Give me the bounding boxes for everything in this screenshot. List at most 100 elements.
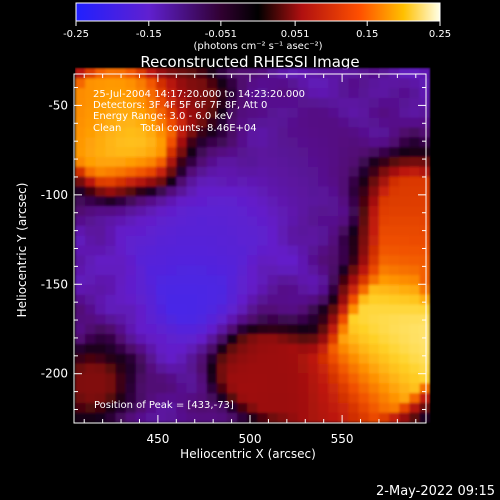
heatmap-cell — [389, 392, 400, 403]
heatmap-cell — [247, 215, 258, 226]
heatmap-cell — [186, 333, 198, 344]
heatmap-cell — [308, 392, 319, 403]
heatmap-cell — [206, 254, 218, 266]
heatmap-cell — [135, 166, 147, 177]
heatmap-cell — [378, 117, 390, 128]
heatmap-cell — [267, 264, 279, 276]
heatmap-cell — [166, 323, 177, 335]
heatmap-cell — [419, 146, 431, 157]
heatmap-cell — [277, 97, 289, 108]
heatmap-cell — [226, 362, 238, 374]
heatmap-cell — [267, 117, 279, 128]
heatmap-cell — [389, 323, 400, 335]
heatmap-cell — [115, 215, 127, 226]
heatmap-cell — [226, 294, 238, 305]
heatmap-cell — [196, 146, 208, 157]
heatmap-cell — [156, 176, 167, 187]
y-axis-label: Heliocentric Y (arcsec) — [15, 183, 29, 318]
heatmap-cell — [156, 146, 167, 157]
heatmap-cell — [308, 77, 319, 89]
heatmap-cell — [348, 176, 360, 187]
heatmap-cell — [75, 402, 86, 413]
heatmap-cell — [247, 87, 258, 98]
heatmap-cell — [368, 117, 380, 128]
heatmap-cell — [399, 254, 410, 266]
heatmap-cell — [125, 136, 137, 148]
heatmap-cell — [105, 353, 117, 364]
heatmap-cell — [409, 136, 421, 148]
heatmap-cell — [115, 343, 127, 354]
heatmap-cell — [308, 225, 319, 236]
heatmap-cell — [368, 333, 380, 344]
heatmap-cell — [409, 97, 421, 108]
heatmap-cell — [145, 146, 157, 157]
heatmap-cell — [125, 195, 137, 207]
heatmap-cell — [267, 136, 279, 148]
heatmap-cell — [267, 67, 279, 79]
heatmap-cell — [216, 146, 228, 157]
heatmap-cell — [85, 362, 96, 374]
heatmap-cell — [389, 185, 400, 197]
heatmap-image — [75, 67, 431, 423]
heatmap-cell — [75, 372, 86, 384]
heatmap-cell — [318, 185, 329, 197]
heatmap-cell — [277, 205, 289, 217]
heatmap-cell — [115, 126, 127, 138]
heatmap-cell — [368, 176, 380, 187]
heatmap-cell — [206, 205, 218, 217]
heatmap-cell — [338, 215, 350, 226]
heatmap-cell — [277, 215, 289, 226]
heatmap-cell — [166, 372, 177, 384]
heatmap-cell — [247, 412, 258, 423]
heatmap-cell — [237, 412, 248, 423]
heatmap-cell — [328, 77, 340, 89]
heatmap-cell — [257, 176, 269, 187]
heatmap-cell — [318, 166, 329, 177]
heatmap-cell — [156, 166, 167, 177]
heatmap-cell — [145, 303, 157, 315]
heatmap-cell — [216, 215, 228, 226]
heatmap-cell — [135, 225, 147, 236]
heatmap-cell — [125, 176, 137, 187]
heatmap-cell — [267, 235, 279, 246]
heatmap-cell — [368, 225, 380, 236]
heatmap-cell — [257, 205, 269, 217]
heatmap-cell — [186, 303, 198, 315]
heatmap-cell — [75, 176, 86, 187]
heatmap-cell — [115, 235, 127, 246]
heatmap-cell — [206, 195, 218, 207]
heatmap-cell — [308, 303, 319, 315]
heatmap-cell — [145, 333, 157, 344]
heatmap-cell — [348, 166, 360, 177]
heatmap-cell — [226, 353, 238, 364]
heatmap-cell — [308, 195, 319, 207]
heatmap-cell — [196, 67, 208, 79]
heatmap-cell — [378, 185, 390, 197]
heatmap-cell — [419, 284, 431, 295]
heatmap-cell — [318, 156, 329, 167]
heatmap-cell — [348, 313, 360, 325]
heatmap-cell — [196, 126, 208, 138]
heatmap-cell — [368, 87, 380, 98]
heatmap-cell — [378, 382, 390, 394]
heatmap-cell — [135, 382, 147, 394]
heatmap-cell — [247, 156, 258, 167]
heatmap-cell — [196, 333, 208, 344]
heatmap-cell — [368, 185, 380, 197]
heatmap-cell — [267, 215, 279, 226]
heatmap-cell — [338, 362, 350, 374]
heatmap-cell — [378, 77, 390, 89]
footer-timestamp: 2-May-2022 09:15 — [376, 484, 495, 499]
heatmap-cell — [399, 195, 410, 207]
heatmap-cell — [419, 402, 431, 413]
heatmap-cell — [75, 117, 86, 128]
heatmap-cell — [277, 156, 289, 167]
heatmap-cell — [399, 382, 410, 394]
heatmap-cell — [348, 274, 360, 285]
heatmap-cell — [287, 323, 299, 335]
heatmap-cell — [125, 412, 137, 423]
heatmap-cell — [156, 87, 167, 98]
heatmap-cell — [186, 402, 198, 413]
heatmap-cell — [237, 382, 248, 394]
heatmap-cell — [297, 303, 309, 315]
